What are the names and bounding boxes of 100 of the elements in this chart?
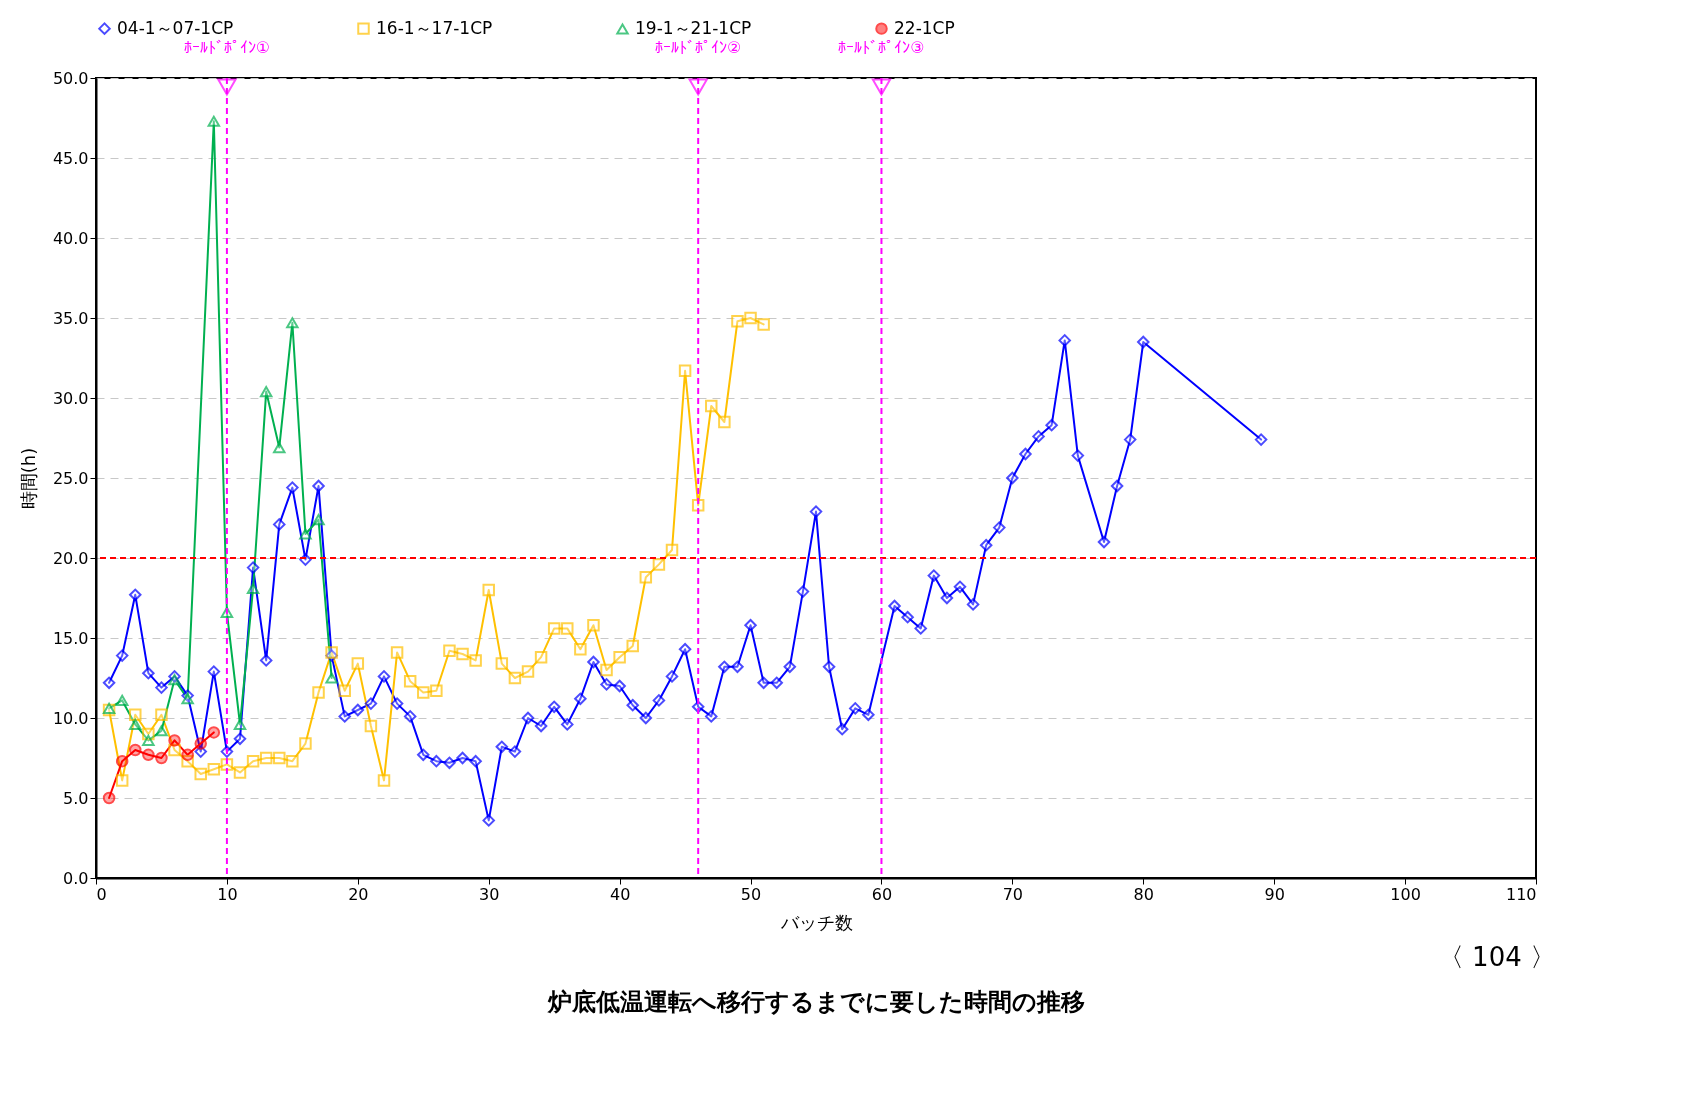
point — [259, 751, 273, 765]
point — [325, 672, 338, 684]
point — [469, 654, 482, 667]
point — [129, 718, 142, 730]
point — [246, 754, 260, 768]
point — [155, 725, 168, 737]
point — [718, 415, 731, 429]
point — [115, 694, 129, 706]
y-tick-label: 10.0 — [52, 708, 89, 728]
x-tick-label: 10 — [217, 884, 238, 904]
point — [273, 442, 286, 454]
point — [155, 708, 168, 722]
point — [142, 748, 155, 762]
ref-line-label: ﾎｰﾙﾄﾞﾎﾟｲﾝ③ — [838, 38, 925, 57]
point — [142, 734, 155, 746]
point — [731, 314, 744, 328]
point — [390, 646, 404, 659]
point — [574, 642, 587, 656]
point — [233, 766, 247, 779]
x-tick-label: 20 — [348, 884, 369, 904]
point — [129, 708, 142, 722]
point — [521, 665, 535, 678]
y-tick-label: 30.0 — [52, 388, 89, 408]
y-tick-label: 45.0 — [52, 148, 89, 168]
point — [757, 318, 770, 331]
y-tick-label: 15.0 — [52, 628, 89, 648]
x-tick-label: 60 — [871, 884, 893, 904]
point — [194, 767, 207, 781]
point — [325, 646, 338, 659]
point — [233, 718, 247, 730]
point — [561, 622, 574, 635]
point — [547, 622, 561, 635]
point — [403, 674, 417, 688]
point — [678, 364, 692, 378]
point — [207, 726, 221, 739]
legend-label: 22-1CP — [894, 17, 955, 38]
legend-label: 04-1～07-1CP — [117, 17, 234, 38]
y-tick-label: 50.0 — [52, 68, 89, 88]
x-tick-label: 80 — [1133, 884, 1154, 904]
y-tick-label: 0.0 — [63, 868, 89, 888]
x-tick-label: 0 — [96, 884, 107, 904]
point — [181, 748, 194, 762]
point — [273, 751, 286, 765]
x-tick-label: 100 — [1390, 884, 1421, 904]
point — [364, 719, 378, 733]
point — [639, 570, 653, 584]
point — [207, 115, 221, 127]
point — [312, 514, 325, 526]
point — [430, 684, 443, 698]
point — [377, 774, 391, 787]
point — [286, 317, 299, 329]
point — [168, 674, 181, 686]
point — [443, 644, 456, 658]
y-tick-label: 20.0 — [52, 548, 89, 568]
point — [207, 762, 221, 776]
point — [456, 647, 469, 661]
point — [299, 528, 312, 540]
point — [259, 386, 273, 398]
x-tick-label: 40 — [609, 884, 631, 904]
legend-label: 16-1～17-1CP — [376, 17, 493, 38]
point — [417, 686, 430, 699]
legend-label: 19-1～21-1CP — [635, 17, 752, 38]
point — [338, 684, 351, 698]
point — [312, 686, 325, 699]
y-tick-label: 25.0 — [52, 468, 89, 488]
point — [194, 737, 207, 750]
point — [744, 311, 757, 325]
y-tick-label: 5.0 — [63, 788, 89, 808]
point — [705, 399, 718, 413]
text: 炉底低温運転へ移行するまでに要した時間の推移 — [546, 988, 1085, 1016]
point — [665, 543, 679, 557]
point — [626, 639, 639, 653]
x-tick-label: 110 — [1505, 884, 1537, 904]
point — [482, 583, 495, 597]
point — [587, 618, 600, 632]
y-tick-label: 35.0 — [52, 308, 89, 328]
point — [181, 693, 194, 705]
point — [246, 582, 260, 594]
point — [351, 657, 365, 670]
point — [600, 663, 613, 677]
point — [299, 737, 312, 750]
point — [508, 671, 522, 685]
ref-line-label: ﾎｰﾙﾄﾞﾎﾟｲﾝ① — [183, 38, 271, 57]
y-axis-title: 時間(h) — [17, 447, 39, 510]
point — [168, 734, 181, 747]
point — [652, 558, 666, 571]
y-tick-label: 40.0 — [52, 228, 89, 248]
point — [115, 754, 129, 768]
point — [495, 657, 509, 670]
point — [286, 754, 299, 768]
point — [129, 743, 142, 757]
point — [168, 743, 181, 757]
ref-line-label: ﾎｰﾙﾄﾞﾎﾟｲﾝ② — [655, 38, 742, 57]
text: 〈 104 〉 — [1437, 942, 1556, 972]
point — [102, 791, 116, 805]
point — [534, 650, 548, 664]
x-tick-label: 50 — [740, 884, 762, 904]
x-axis-title: バッチ数 — [779, 911, 853, 933]
point — [155, 751, 168, 765]
x-tick-label: 30 — [479, 884, 500, 904]
